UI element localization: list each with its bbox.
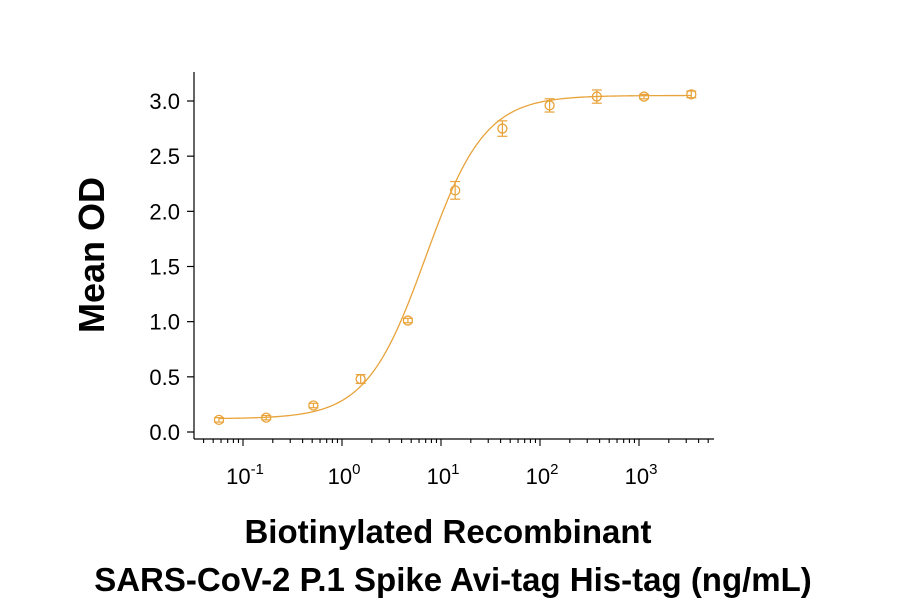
data-marker — [355, 373, 366, 385]
y-tick-label: 0.0 — [149, 420, 180, 445]
data-point — [591, 89, 602, 104]
data-point — [450, 180, 461, 200]
y-tick-label: 1.0 — [149, 310, 180, 335]
data-point — [355, 373, 366, 385]
x-tick-label: 103 — [625, 461, 658, 489]
data-point — [544, 98, 555, 113]
data-point — [497, 120, 508, 137]
data-marker — [591, 91, 602, 102]
data-marker — [544, 100, 555, 111]
data-point — [213, 414, 225, 426]
data-point — [261, 412, 272, 423]
y-tick-label: 0.5 — [149, 365, 180, 390]
y-tick-label: 3.0 — [149, 89, 180, 114]
data-marker — [638, 91, 650, 102]
data-marker — [402, 315, 414, 326]
x-tick-label: 100 — [328, 461, 361, 489]
x-axis-ticks: 10-1 100 101 102 103 — [203, 439, 709, 489]
data-point — [308, 400, 319, 411]
data-point — [638, 91, 650, 102]
x-axis-title-line-1: Biotinylated Recombinant — [244, 513, 651, 550]
data-marker — [686, 89, 697, 100]
x-tick-label: 101 — [427, 461, 460, 489]
fit-curve — [218, 94, 692, 420]
data-marker — [261, 412, 272, 423]
plot-area: 0.0 0.5 1.0 1.5 2.0 2.5 3.0 10-1 100 101 102 103 — [149, 72, 714, 489]
y-axis-title: Mean OD — [71, 177, 112, 333]
x-tick-label: 102 — [526, 461, 559, 489]
data-point — [402, 315, 414, 326]
data-point — [686, 89, 697, 100]
data-marker — [497, 123, 508, 134]
data-marker — [308, 400, 319, 411]
y-tick-label: 2.0 — [149, 199, 180, 224]
y-axis-ticks: 0.0 0.5 1.0 1.5 2.0 2.5 3.0 — [149, 89, 194, 445]
y-tick-label: 2.5 — [149, 144, 180, 169]
x-tick-label: 10-1 — [226, 461, 264, 489]
data-marker — [213, 414, 225, 426]
x-axis-title-line-2: SARS-CoV-2 P.1 Spike Avi-tag His-tag (ng… — [94, 561, 812, 598]
data-points — [213, 89, 697, 426]
y-tick-label: 1.5 — [149, 255, 180, 280]
data-marker — [450, 185, 461, 196]
